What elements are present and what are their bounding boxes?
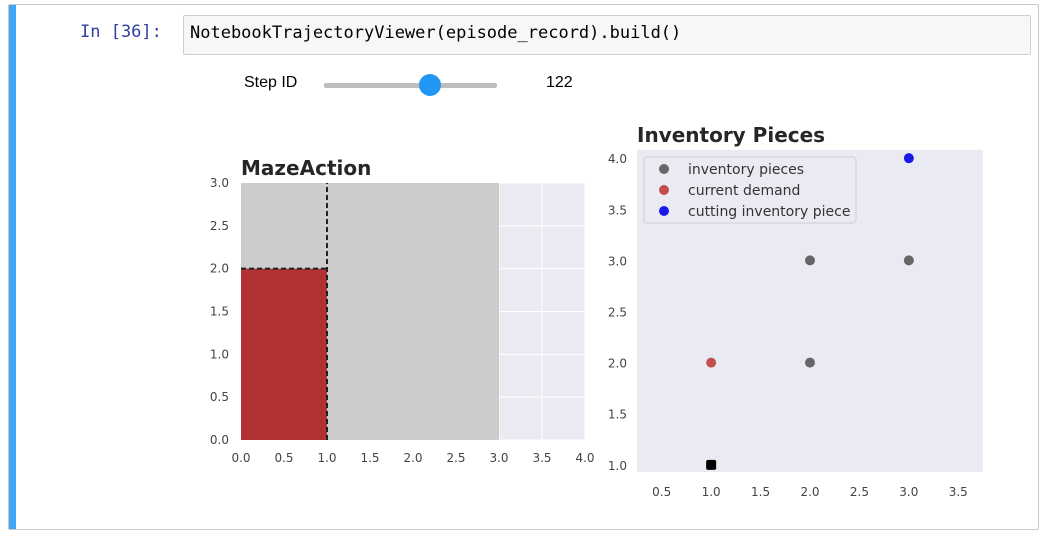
maze-x-tick-label: 3.5 (532, 451, 551, 465)
slider-label: Step ID (244, 74, 298, 91)
legend-marker (659, 206, 669, 216)
inventory-legend (643, 156, 857, 224)
inventory-chart-title: Inventory Pieces (637, 123, 825, 147)
inventory-y-tick-label: 3.0 (608, 254, 627, 268)
maze-y-tick-label: 2.5 (210, 219, 229, 233)
legend-label: current demand (688, 183, 800, 199)
maze-demand-rect (241, 268, 327, 440)
scatter-point (805, 357, 815, 368)
maze-x-tick-label: 4.0 (575, 451, 594, 465)
legend-marker (659, 185, 669, 195)
scatter-point (805, 255, 815, 266)
scatter-point (903, 255, 914, 266)
input-prompt: In [36]: (80, 22, 162, 42)
maze-x-tick-label: 2.5 (446, 451, 465, 465)
inventory-x-tick-label: 1.0 (702, 485, 721, 499)
inventory-y-tick-label: 2.0 (608, 357, 627, 371)
inventory-x-tick-label: 3.0 (899, 485, 918, 499)
scatter-point (706, 357, 717, 368)
step-slider-handle[interactable] (418, 74, 441, 96)
maze-x-tick-label: 1.5 (360, 451, 379, 465)
inventory-y-tick-label: 2.5 (608, 306, 627, 320)
inventory-y-tick-label: 1.0 (608, 459, 627, 473)
inventory-y-tick-label: 3.5 (608, 203, 627, 217)
inventory-x-tick-label: 2.0 (800, 485, 819, 499)
legend-label: inventory pieces (688, 162, 804, 178)
step-slider-track[interactable] (324, 83, 497, 88)
maze-x-tick-label: 0.0 (231, 451, 250, 465)
inventory-x-tick-label: 2.5 (850, 485, 869, 499)
slider-value: 122 (546, 74, 573, 91)
inventory-x-tick-label: 1.5 (751, 485, 770, 499)
maze-y-tick-label: 0.0 (210, 433, 229, 447)
scatter-point-origin (706, 459, 717, 470)
inventory-y-tick-label: 1.5 (608, 408, 627, 422)
maze-chart-title: MazeAction (241, 156, 371, 180)
legend-label: cutting inventory piece (688, 204, 850, 220)
maze-x-tick-label: 3.0 (489, 451, 508, 465)
maze-y-tick-label: 1.5 (210, 305, 229, 319)
maze-y-tick-label: 3.0 (210, 176, 229, 190)
inventory-x-tick-label: 3.5 (949, 485, 968, 499)
maze-y-tick-label: 0.5 (210, 390, 229, 404)
maze-x-tick-label: 1.0 (317, 451, 336, 465)
inventory-x-tick-label: 0.5 (652, 485, 671, 499)
inventory-y-tick-label: 4.0 (608, 152, 627, 166)
maze-y-tick-label: 2.0 (210, 262, 229, 276)
legend-marker (659, 164, 669, 174)
maze-x-tick-label: 0.5 (274, 451, 293, 465)
maze-y-tick-label: 1.0 (210, 347, 229, 361)
cell-selection-bar (9, 5, 16, 529)
code-input[interactable]: NotebookTrajectoryViewer(episode_record)… (183, 15, 1031, 55)
maze-x-tick-label: 2.0 (403, 451, 422, 465)
scatter-point (903, 153, 914, 164)
